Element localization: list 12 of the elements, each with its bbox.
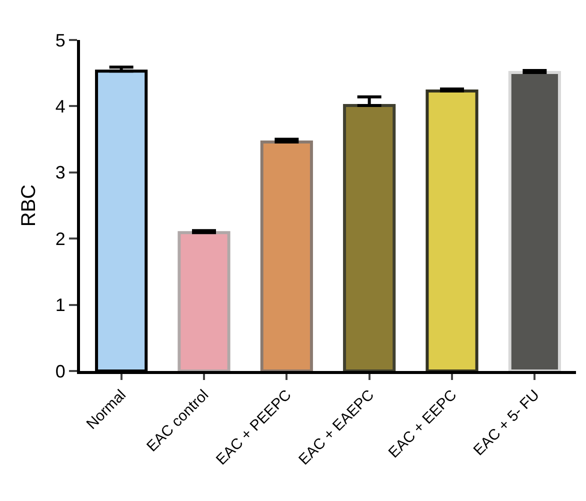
bar xyxy=(178,231,230,371)
bar xyxy=(260,140,313,371)
y-tick-label: 5 xyxy=(55,30,66,50)
bar xyxy=(343,104,396,371)
y-tick-label: 4 xyxy=(55,96,66,116)
bar xyxy=(508,70,561,371)
y-tick-label: 3 xyxy=(55,162,66,183)
y-tick-label: 0 xyxy=(55,361,66,382)
y-tick-label: 2 xyxy=(55,228,66,249)
y-axis-title: RBC xyxy=(18,184,40,227)
y-tick-label: 1 xyxy=(55,295,66,316)
bar xyxy=(426,89,478,371)
